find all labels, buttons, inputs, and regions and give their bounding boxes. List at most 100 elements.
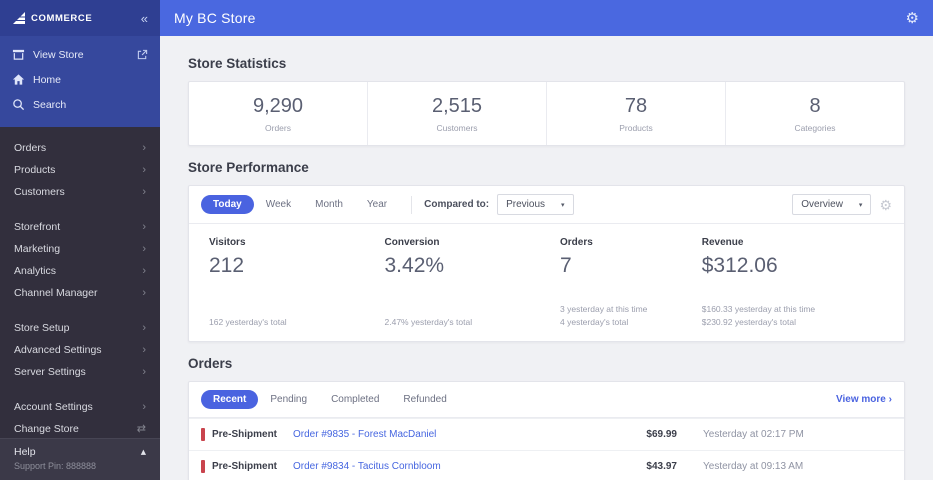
tab-refunded[interactable]: Refunded	[403, 394, 447, 405]
sidebar-item-products[interactable]: Products ›	[0, 159, 160, 181]
sidebar-item-label: View Store	[33, 48, 84, 61]
sidebar-item-label: Advanced Settings	[14, 344, 102, 356]
sidebar-item-store-setup[interactable]: Store Setup ›	[0, 317, 160, 339]
chevron-right-icon: ›	[142, 264, 146, 277]
tab-recent[interactable]: Recent	[201, 390, 259, 409]
sidebar-item-label: Search	[33, 98, 67, 111]
orders-heading: Orders	[188, 356, 233, 371]
stat-label: Categories	[794, 123, 836, 133]
sidebar-quick-nav: View Store Home	[0, 36, 160, 127]
caret-down-icon: ▾	[858, 201, 863, 209]
sidebar-item-storefront[interactable]: Storefront ›	[0, 216, 160, 238]
sidebar-item-label: Orders	[14, 142, 47, 154]
stat-value: 78	[624, 95, 648, 117]
store-performance-panel: Today Week Month Year Compared to: Previ…	[188, 185, 905, 342]
chevron-right-icon: ›	[888, 394, 892, 405]
nav-group-growth: Storefront › Marketing › Analytics › Cha…	[0, 216, 160, 304]
sidebar-item-orders[interactable]: Orders ›	[0, 137, 160, 159]
view-more-link[interactable]: View more ›	[836, 394, 892, 405]
sidebar-item-advanced-settings[interactable]: Advanced Settings ›	[0, 339, 160, 361]
stat-customers: 2,515 Customers	[368, 82, 547, 145]
tab-pending[interactable]: Pending	[270, 394, 308, 405]
dashboard-content: Store Statistics 9,290 Orders 2,515 Cust…	[160, 36, 933, 480]
sidebar-item-label: Change Store	[14, 423, 79, 435]
metric-subtext: 2.47% yesterday's total	[385, 316, 561, 329]
metric-sub-line: 2.47% yesterday's total	[384, 316, 473, 327]
sidebar-item-label: Channel Manager	[14, 287, 98, 299]
sidebar-help-footer: Help ▴ Support Pin: 888888	[0, 438, 160, 480]
sidebar-item-label: Account Settings	[14, 401, 93, 413]
store-performance-heading: Store Performance	[188, 160, 309, 175]
stat-value: 9,290	[252, 95, 304, 117]
external-link-icon	[137, 49, 148, 60]
sidebar-top-section: COMMERCE « View Store	[0, 0, 160, 127]
help-toggle[interactable]: Help ▴	[14, 446, 146, 458]
sidebar-item-account-settings[interactable]: Account Settings ›	[0, 396, 160, 418]
tab-completed[interactable]: Completed	[331, 394, 380, 405]
compare-select-value: Previous	[506, 199, 546, 210]
stat-label: Customers	[436, 123, 478, 133]
overview-select-value: Overview	[801, 199, 843, 210]
sail-logo-icon	[12, 11, 27, 25]
metric-value: 3.42%	[384, 254, 445, 277]
orders-panel: Recent Pending Completed Refunded View m…	[188, 381, 905, 480]
metric-sub-line: $160.33 yesterday at this time	[701, 303, 816, 314]
chevron-right-icon: ›	[142, 343, 146, 356]
nav-group-commerce: Orders › Products › Customers ›	[0, 137, 160, 203]
metric-sub-line: 3 yesterday at this time	[560, 303, 648, 314]
metric-subtext: 162 yesterday's total	[209, 316, 385, 329]
search-icon	[12, 98, 25, 111]
sidebar-item-customers[interactable]: Customers ›	[0, 181, 160, 203]
sidebar-item-label: Home	[33, 73, 62, 86]
stat-products: 78 Products	[547, 82, 726, 145]
performance-toolbar: Today Week Month Year Compared to: Previ…	[189, 186, 904, 224]
chevron-right-icon: ›	[142, 286, 146, 299]
toolbar-divider	[411, 195, 413, 214]
compare-select[interactable]: Previous ▾	[497, 194, 574, 215]
metric-sub-line: 4 yesterday's total	[560, 316, 629, 327]
metric-visitors: Visitors 212 162 yesterday's total	[209, 237, 385, 329]
tab-week[interactable]: Week	[265, 199, 292, 210]
sidebar-item-analytics[interactable]: Analytics ›	[0, 260, 160, 282]
stat-categories: 8 Categories	[726, 82, 904, 145]
order-price: $69.99	[646, 429, 677, 440]
main-area: My BC Store ⚙ Store Statistics 9,290 Ord…	[160, 0, 933, 480]
order-link[interactable]: Order #9834 - Tacitus Cornbloom	[293, 461, 441, 472]
sidebar-item-server-settings[interactable]: Server Settings ›	[0, 361, 160, 383]
chevron-right-icon: ›	[142, 365, 146, 378]
metric-label: Revenue	[701, 237, 744, 248]
sidebar-item-change-store[interactable]: Change Store ⇄	[0, 418, 160, 438]
order-status-label: Pre-Shipment	[212, 429, 278, 440]
chevron-right-icon: ›	[142, 185, 146, 198]
view-more-label: View more	[836, 394, 886, 405]
tab-year[interactable]: Year	[366, 199, 388, 210]
metric-value: $312.06	[701, 254, 778, 277]
sidebar-item-channel-manager[interactable]: Channel Manager ›	[0, 282, 160, 304]
compared-to-label: Compared to:	[424, 199, 490, 210]
metric-value: 7	[560, 254, 572, 277]
metric-sub-line: 162 yesterday's total	[209, 316, 287, 327]
metric-value: 212	[209, 254, 245, 277]
sidebar-item-marketing[interactable]: Marketing ›	[0, 238, 160, 260]
settings-gear-icon[interactable]: ⚙	[905, 9, 919, 27]
stat-label: Orders	[265, 123, 291, 133]
chevron-right-icon: ›	[142, 242, 146, 255]
sidebar-collapse-icon[interactable]: «	[140, 10, 148, 26]
sidebar-item-label: Storefront	[14, 221, 61, 233]
order-status-label: Pre-Shipment	[212, 461, 278, 472]
stat-value: 2,515	[431, 95, 483, 117]
performance-metrics: Visitors 212 162 yesterday's total Conve…	[189, 224, 904, 341]
sidebar-item-search[interactable]: Search	[0, 92, 160, 117]
performance-settings-gear-icon[interactable]: ⚙	[879, 196, 892, 213]
tab-today[interactable]: Today	[201, 195, 254, 214]
status-color-bar	[201, 428, 205, 441]
sidebar-item-view-store[interactable]: View Store	[0, 42, 160, 67]
overview-select[interactable]: Overview ▾	[792, 194, 872, 215]
status-color-bar	[201, 460, 205, 473]
order-row: Pre-Shipment Order #9835 - Forest MacDan…	[189, 418, 904, 450]
sidebar-item-home[interactable]: Home	[0, 67, 160, 92]
help-label: Help	[14, 446, 36, 458]
tab-month[interactable]: Month	[315, 199, 343, 210]
order-link[interactable]: Order #9835 - Forest MacDaniel	[293, 429, 437, 440]
caret-down-icon: ▾	[561, 201, 565, 209]
